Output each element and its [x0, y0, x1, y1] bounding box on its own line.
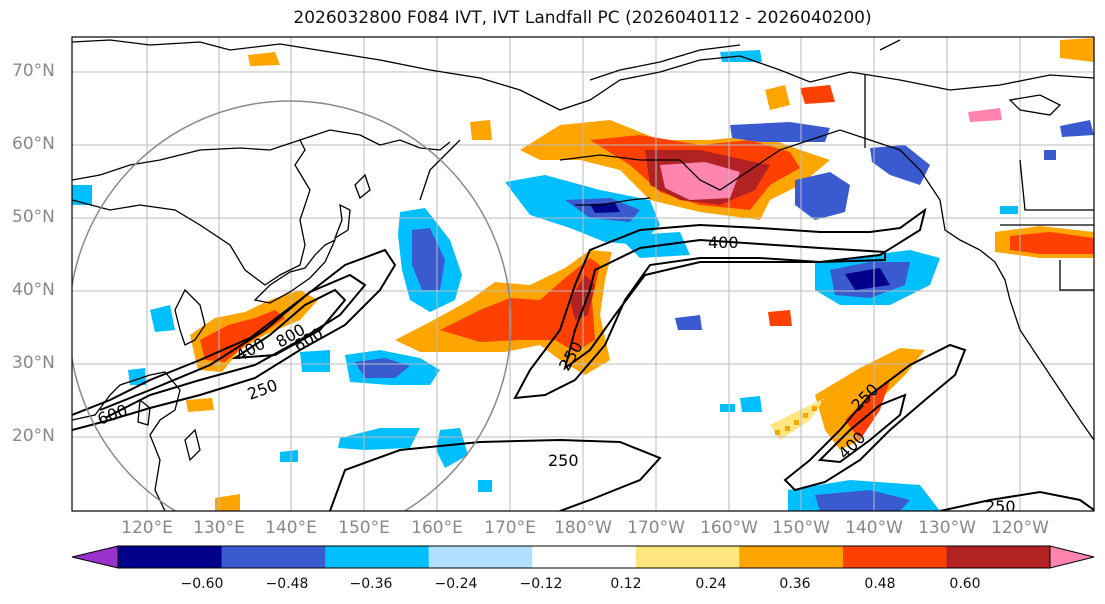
lat-label: 60°N: [12, 134, 55, 154]
graticule: [72, 37, 1094, 511]
map-frame: [71, 36, 1095, 512]
lat-label: 20°N: [12, 426, 55, 446]
colorbar-tick-label: −0.36: [349, 576, 393, 592]
lon-label: 160°E: [411, 518, 463, 538]
lon-label: 180°W: [554, 518, 612, 538]
colorbar-tick-label: −0.60: [180, 576, 224, 592]
map-title: 2026032800 F084 IVT, IVT Landfall PC (20…: [293, 8, 872, 28]
colorbar-swatch: [739, 546, 844, 568]
lon-label: 150°E: [338, 518, 390, 538]
colorbar-swatch: [842, 546, 947, 568]
lon-label: 120°W: [991, 518, 1049, 538]
colorbar-swatch: [428, 546, 533, 568]
lon-label: 120°E: [121, 518, 173, 538]
colorbar-swatch: [532, 546, 637, 568]
lat-label: 70°N: [12, 61, 55, 81]
lon-label: 140°E: [265, 518, 317, 538]
contour-label: 400: [708, 233, 739, 252]
colorbar-tick-label: 0.12: [610, 576, 642, 592]
contour-label: 250: [985, 497, 1016, 516]
colorbar-swatch: [635, 546, 740, 568]
colorbar-swatch: [118, 546, 223, 568]
colorbar: [71, 545, 1095, 569]
lon-label: 170°E: [484, 518, 536, 538]
islands: [775, 400, 826, 435]
colorbar-tick-label: −0.48: [265, 576, 309, 592]
lon-label: 130°W: [918, 518, 976, 538]
lon-label: 130°E: [193, 518, 245, 538]
coastlines: [72, 39, 1094, 511]
colorbar-swatch: [946, 546, 1051, 568]
colorbar-swatch: [221, 546, 326, 568]
lon-label: 150°W: [772, 518, 830, 538]
colorbar-tick-label: 0.60: [949, 576, 981, 592]
contour-label: 250: [548, 451, 579, 470]
colorbar-swatch: [325, 546, 430, 568]
colorbar-extend-high: [1050, 546, 1094, 568]
colorbar-tick-label: −0.24: [434, 576, 478, 592]
colorbar-tick-label: 0.24: [695, 576, 727, 592]
lon-label: 170°W: [627, 518, 685, 538]
lat-label: 40°N: [12, 280, 55, 300]
colorbar-tick-label: 0.36: [779, 576, 811, 592]
lon-label: 160°W: [700, 518, 758, 538]
lon-label: 140°W: [845, 518, 903, 538]
ivt-contours: [72, 207, 1094, 511]
colorbar-tick-label: 0.48: [864, 576, 896, 592]
lat-label: 50°N: [12, 207, 55, 227]
lat-label: 30°N: [12, 353, 55, 373]
colorbar-extend-low: [72, 546, 118, 568]
colorbar-tick-label: −0.12: [519, 576, 563, 592]
landfall-radius-circle: [72, 100, 512, 511]
